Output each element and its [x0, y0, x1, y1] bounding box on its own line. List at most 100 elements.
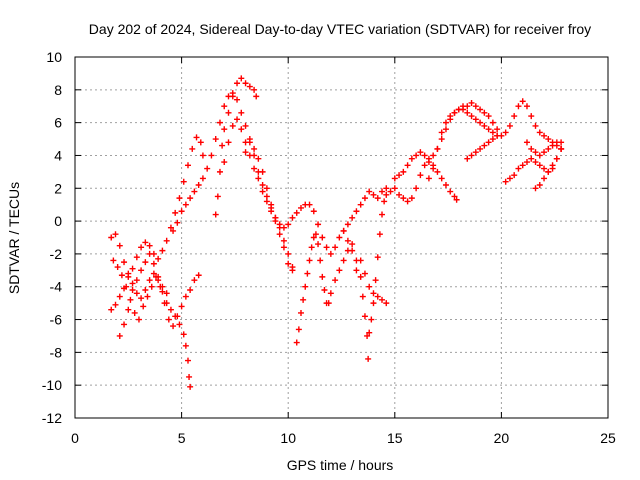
data-point: [374, 293, 381, 300]
data-point: [268, 208, 275, 215]
data-point: [272, 218, 279, 225]
data-point: [129, 280, 136, 287]
data-point: [170, 227, 177, 234]
data-point: [225, 109, 232, 116]
data-point: [276, 231, 283, 238]
data-point: [193, 134, 200, 141]
data-point: [365, 355, 372, 362]
data-point: [108, 306, 115, 313]
data-point: [159, 283, 166, 290]
data-point: [532, 185, 539, 192]
data-point: [464, 155, 471, 162]
data-point: [536, 129, 543, 136]
data-point: [519, 98, 526, 105]
data-point: [442, 126, 449, 133]
data-point: [182, 342, 189, 349]
data-point: [545, 168, 552, 175]
data-point: [289, 267, 296, 274]
data-point: [161, 300, 168, 307]
data-point: [541, 165, 548, 172]
data-point: [138, 244, 145, 251]
data-point: [191, 277, 198, 284]
data-point: [404, 162, 411, 169]
data-point: [511, 172, 518, 179]
data-point: [438, 175, 445, 182]
y-tick-label: 4: [54, 147, 62, 163]
data-point: [494, 132, 501, 139]
data-point: [472, 116, 479, 123]
data-point: [349, 241, 356, 248]
data-point: [425, 175, 432, 182]
data-point: [121, 259, 128, 266]
data-point: [251, 86, 258, 93]
data-point: [421, 152, 428, 159]
data-point: [293, 339, 300, 346]
data-point: [251, 145, 258, 152]
data-point: [285, 250, 292, 257]
data-point: [146, 250, 153, 257]
data-point: [357, 273, 364, 280]
data-point: [353, 208, 360, 215]
data-point: [528, 145, 535, 152]
data-point: [319, 273, 326, 280]
series-track: [170, 90, 296, 271]
data-point: [319, 234, 326, 241]
y-tick-label: -4: [50, 279, 63, 295]
data-point: [306, 201, 313, 208]
y-tick-label: 2: [54, 180, 62, 196]
data-point: [182, 293, 189, 300]
data-point: [468, 113, 475, 120]
data-point: [364, 332, 371, 339]
data-point: [541, 149, 548, 156]
data-point: [221, 126, 228, 133]
data-point: [116, 332, 123, 339]
data-point: [259, 181, 266, 188]
data-point: [229, 122, 236, 129]
data-point: [174, 219, 181, 226]
data-point: [317, 257, 324, 264]
data-point: [374, 254, 381, 261]
data-point: [332, 277, 339, 284]
data-point: [234, 96, 241, 103]
data-point: [549, 162, 556, 169]
data-point: [545, 136, 552, 143]
data-point: [447, 188, 454, 195]
data-point: [468, 99, 475, 106]
data-point: [285, 221, 292, 228]
data-point: [315, 241, 322, 248]
data-point: [408, 195, 415, 202]
series-track: [391, 149, 460, 203]
data-point: [293, 209, 300, 216]
series-track: [221, 98, 565, 257]
data-point: [216, 168, 223, 175]
data-point: [353, 267, 360, 274]
data-point: [184, 162, 191, 169]
series-track: [353, 257, 390, 307]
data-point: [515, 103, 522, 110]
y-tick-label: 8: [54, 82, 62, 98]
data-point: [306, 257, 313, 264]
data-point: [259, 168, 266, 175]
data-point: [138, 267, 145, 274]
data-point: [280, 237, 287, 244]
data-point: [234, 116, 241, 123]
data-point: [112, 301, 119, 308]
x-tick-label: 0: [71, 430, 79, 446]
data-point: [325, 300, 332, 307]
series-track: [425, 99, 501, 182]
data-point: [502, 178, 509, 185]
data-point: [312, 231, 319, 238]
data-point: [142, 259, 149, 266]
data-point: [216, 119, 223, 126]
data-point: [434, 168, 441, 175]
data-point: [131, 309, 138, 316]
data-point: [481, 109, 488, 116]
data-point: [172, 209, 179, 216]
data-point: [186, 373, 193, 380]
data-point: [167, 224, 174, 231]
x-tick-label: 20: [494, 430, 510, 446]
data-point: [108, 234, 115, 241]
y-tick-label: -6: [50, 312, 63, 328]
data-point: [242, 122, 249, 129]
data-point: [289, 214, 296, 221]
